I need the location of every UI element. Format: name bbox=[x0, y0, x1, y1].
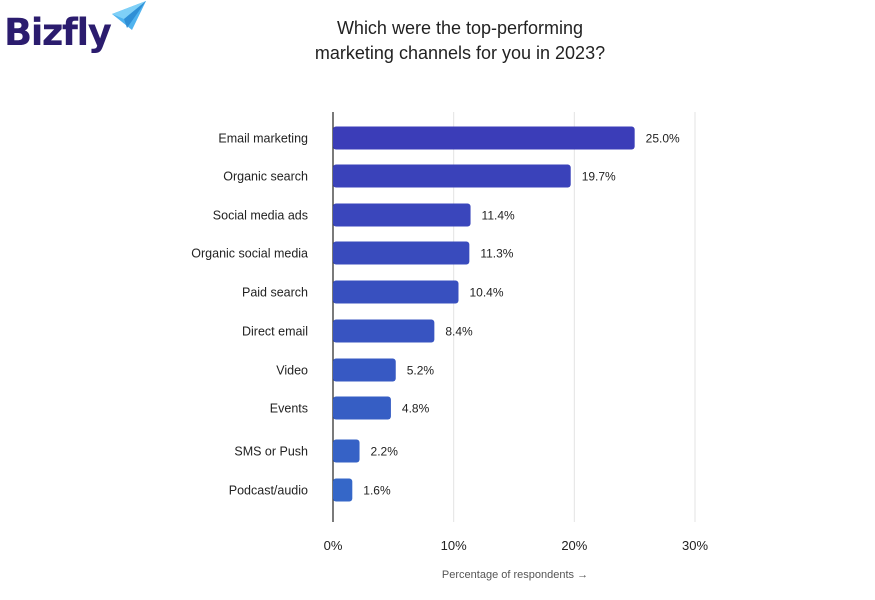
category-label: SMS or Push bbox=[234, 445, 308, 459]
bar bbox=[333, 439, 360, 463]
value-label: 11.3% bbox=[480, 247, 513, 261]
category-label: Organic search bbox=[223, 170, 308, 184]
category-label: Podcast/audio bbox=[229, 484, 308, 498]
paper-plane-icon bbox=[112, 1, 146, 30]
category-label: Video bbox=[276, 364, 308, 378]
bar bbox=[333, 203, 471, 227]
chart-title: Which were the top-performing marketing … bbox=[240, 16, 680, 66]
bar bbox=[333, 478, 353, 502]
value-label: 10.4% bbox=[469, 286, 503, 300]
category-label: Email marketing bbox=[218, 132, 308, 146]
bar bbox=[333, 319, 435, 343]
value-label: 4.8% bbox=[402, 402, 430, 416]
value-label: 11.4% bbox=[482, 209, 515, 223]
category-label: Events bbox=[270, 402, 308, 416]
x-tick-label: 10% bbox=[441, 538, 467, 553]
category-label: Direct email bbox=[242, 325, 308, 339]
category-label: Organic social media bbox=[191, 247, 308, 261]
x-tick-label: 20% bbox=[561, 538, 587, 553]
bar bbox=[333, 126, 635, 150]
x-tick-label: 30% bbox=[682, 538, 708, 553]
bar bbox=[333, 396, 391, 420]
value-label: 2.2% bbox=[371, 445, 399, 459]
x-axis-label: Percentage of respondents → bbox=[441, 569, 589, 581]
bar bbox=[333, 280, 459, 304]
value-label: 25.0% bbox=[646, 132, 680, 146]
category-label: Social media ads bbox=[213, 209, 308, 223]
category-label: Paid search bbox=[242, 286, 308, 300]
x-tick-label: 0% bbox=[324, 538, 343, 553]
bar bbox=[333, 358, 396, 382]
logo-text: Bizfly bbox=[4, 11, 112, 54]
value-label: 5.2% bbox=[407, 364, 435, 378]
bizfly-logo: Bizfly bbox=[2, 0, 147, 60]
chart-title-line-2: marketing channels for you in 2023? bbox=[314, 43, 606, 63]
value-label: 8.4% bbox=[445, 325, 473, 339]
bar bbox=[333, 164, 571, 188]
bar bbox=[333, 241, 470, 265]
value-label: 19.7% bbox=[582, 170, 616, 184]
value-label: 1.6% bbox=[363, 484, 391, 498]
chart-title-line-1: Which were the top-performing bbox=[336, 18, 584, 38]
